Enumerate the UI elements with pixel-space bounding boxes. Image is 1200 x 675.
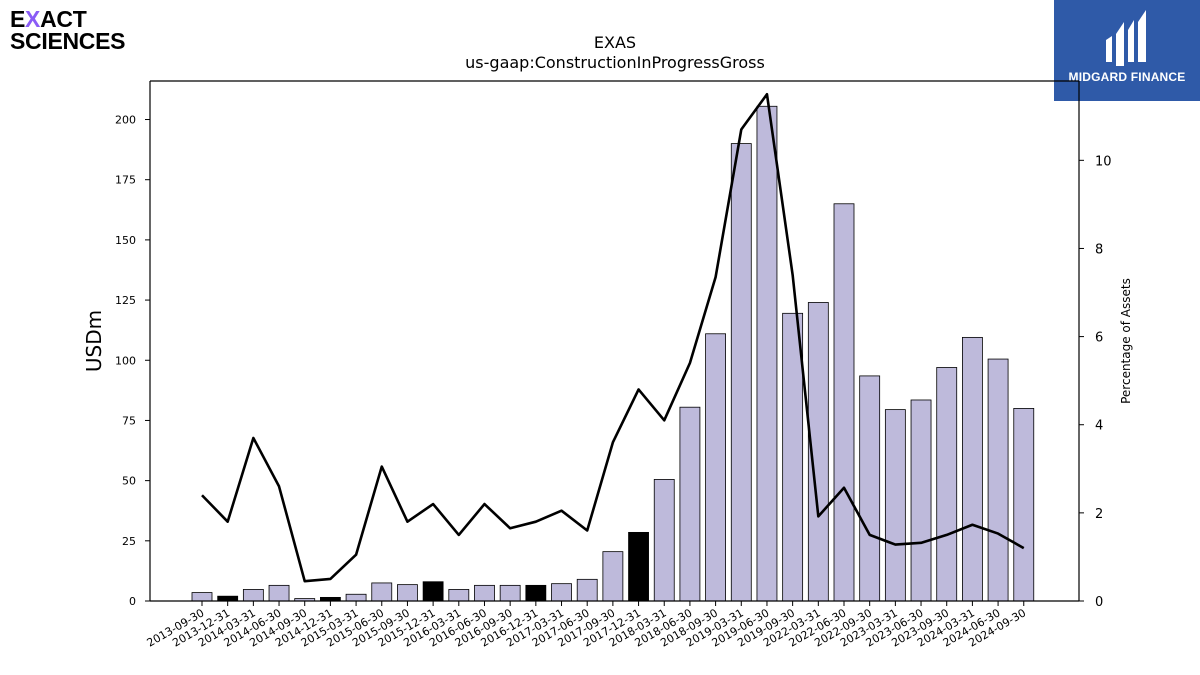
bar-2015-03-31 — [345, 593, 367, 602]
y-tick-label-50: 50 — [122, 475, 136, 488]
bar-2023-06-30 — [910, 399, 932, 602]
bar-2018-03-31 — [653, 479, 675, 602]
bar-2016-09-30 — [499, 584, 521, 602]
bar-2024-09-30 — [1013, 408, 1035, 602]
y2-tick-label-10: 10 — [1095, 154, 1112, 169]
bar-2016-03-31 — [448, 589, 470, 602]
y2-tick-label-2: 2 — [1095, 507, 1103, 522]
bar-2019-09-30 — [782, 312, 804, 602]
bar-2023-03-31 — [884, 409, 906, 602]
y-tick-label-200: 200 — [115, 114, 136, 127]
chart-subtitle: us-gaap:ConstructionInProgressGross — [465, 53, 765, 72]
bar-2023-09-30 — [936, 367, 958, 602]
bar-2017-09-30 — [602, 551, 624, 602]
y2-tick-label-4: 4 — [1095, 419, 1103, 434]
bar-2017-12-31 — [628, 531, 649, 602]
bar-2015-06-30 — [371, 582, 393, 602]
midgard-finance-logo: MIDGARD FINANCE — [1054, 0, 1200, 101]
bar-2014-06-30 — [268, 584, 290, 602]
bar-2019-03-31 — [730, 143, 752, 602]
y-tick-label-150: 150 — [115, 234, 136, 247]
exact-sciences-logo: EXACT SCIENCES — [10, 8, 140, 58]
bar-2016-12-31 — [525, 584, 547, 602]
y-axis-label: USDm — [82, 310, 106, 372]
bar-2019-06-30 — [756, 105, 778, 602]
y-tick-label-100: 100 — [115, 354, 136, 367]
y-tick-label-25: 25 — [122, 535, 136, 548]
y-tick-label-0: 0 — [129, 595, 136, 608]
y-tick-label-125: 125 — [115, 294, 136, 307]
logo-line-2: SCIENCES — [10, 28, 126, 54]
y2-tick-label-0: 0 — [1095, 595, 1103, 610]
midgard-emblem-icon — [1106, 10, 1146, 66]
bar-2022-09-30 — [859, 375, 881, 602]
y2-axis-label: Percentage of Assets — [1119, 278, 1133, 404]
bar-2024-03-31 — [962, 336, 983, 602]
percent-of-assets-line — [201, 92, 1025, 583]
bar-2017-06-30 — [576, 578, 598, 602]
bar-2014-03-31 — [242, 589, 264, 602]
bar-2015-12-31 — [422, 581, 444, 602]
logo-line-1: EXACT — [10, 6, 87, 32]
plot-area: 025507510012515017520002468102013-09-302… — [115, 80, 1112, 650]
midgard-finance-text: MIDGARD FINANCE — [1068, 70, 1186, 84]
bar-2018-06-30 — [679, 406, 701, 602]
bar-2022-06-30 — [833, 203, 855, 602]
bar-2013-12-31 — [217, 595, 239, 602]
bar-2016-06-30 — [474, 584, 495, 602]
y2-tick-label-6: 6 — [1095, 331, 1103, 346]
bar-2018-09-30 — [705, 333, 726, 602]
bar-2015-09-30 — [397, 584, 418, 602]
y2-tick-label-8: 8 — [1095, 242, 1103, 257]
y-tick-label-175: 175 — [115, 174, 136, 187]
chart-title: EXAS — [594, 33, 636, 52]
bar-2013-09-30 — [191, 592, 213, 602]
bar-2024-06-30 — [987, 358, 1009, 602]
y-tick-label-75: 75 — [122, 414, 136, 427]
bar-2017-03-31 — [551, 583, 572, 602]
